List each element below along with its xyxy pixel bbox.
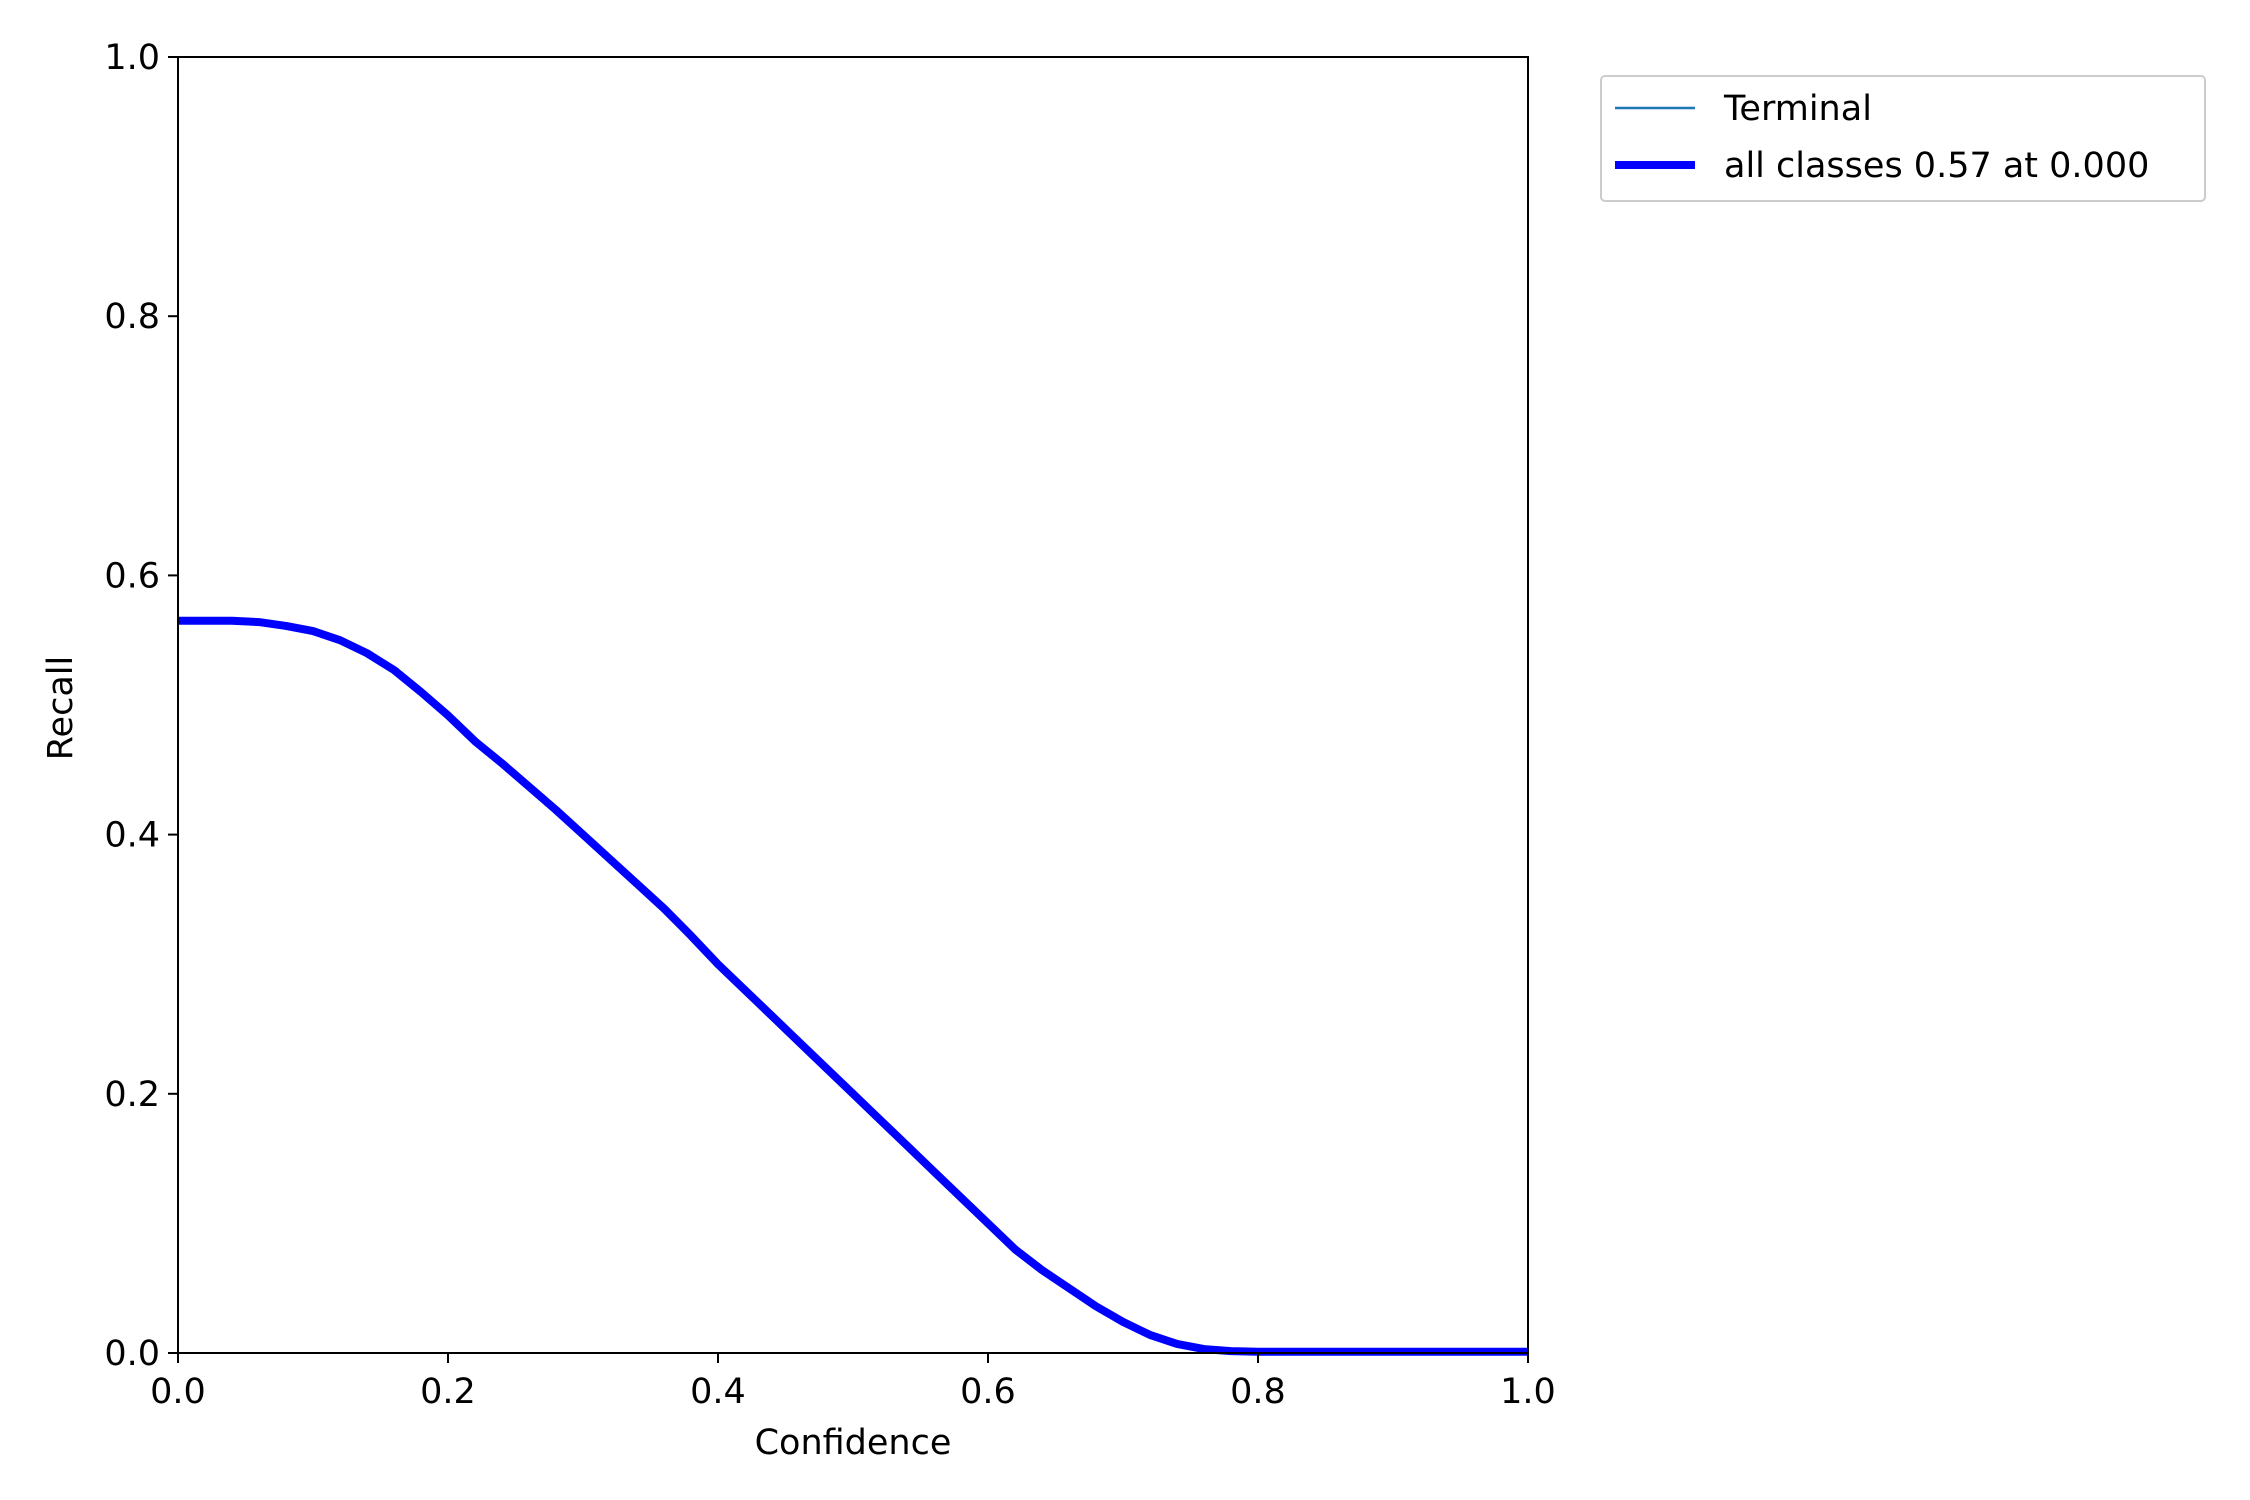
x-axis-ticks: 0.0 0.2 0.4 0.6 0.8 1.0 (150, 1353, 1556, 1412)
legend-box (1600, 75, 2206, 202)
x-tick-label: 0.6 (960, 1372, 1016, 1412)
y-axis-label: Recall (41, 656, 81, 760)
legend-label: Terminal (1723, 89, 1872, 129)
x-tick-label: 0.2 (420, 1372, 476, 1412)
x-tick-label: 1.0 (1500, 1372, 1556, 1412)
y-tick-label: 1.0 (104, 38, 160, 78)
y-tick-label: 0.8 (104, 297, 160, 337)
y-tick-label: 0.6 (104, 556, 160, 596)
y-tick-label: 0.0 (104, 1334, 160, 1374)
x-tick-label: 0.4 (690, 1372, 746, 1412)
series-line-1 (178, 616, 1528, 1356)
y-axis-ticks: 0.0 0.2 0.4 0.6 0.8 1.0 (104, 38, 178, 1374)
y-tick-label: 0.4 (104, 816, 160, 856)
x-axis-label: Confidence (755, 1423, 952, 1463)
legend-label: all classes 0.57 at 0.000 (1724, 146, 2149, 186)
axes-frame (177, 56, 1529, 1354)
y-tick-label: 0.2 (104, 1075, 160, 1115)
plot-area (177, 56, 1529, 1356)
legend: Terminal all classes 0.57 at 0.000 (1600, 75, 2206, 202)
x-tick-label: 0.0 (150, 1372, 206, 1412)
x-tick-label: 0.8 (1230, 1372, 1286, 1412)
